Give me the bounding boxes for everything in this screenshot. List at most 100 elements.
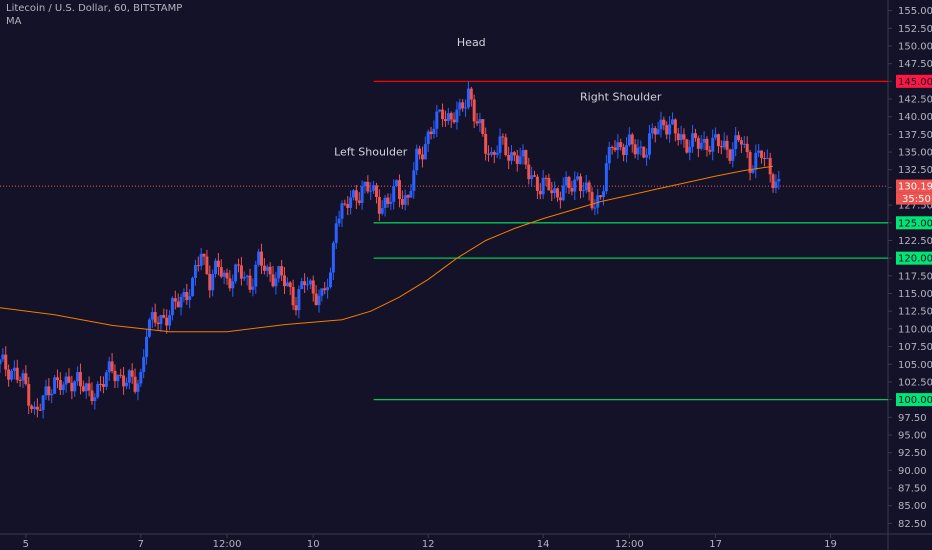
candle-body — [601, 191, 605, 198]
candle-body — [340, 203, 344, 219]
candle-body — [691, 133, 695, 147]
candle-body — [762, 158, 766, 160]
y-axis-tick-label: 137.50 — [898, 130, 932, 141]
candle-body — [737, 135, 741, 141]
candle-body — [130, 370, 134, 377]
candle-body — [170, 298, 174, 316]
candle-body — [168, 315, 172, 326]
level-price-label: 100.00 — [898, 395, 932, 406]
candle-body — [7, 369, 11, 380]
candle-body — [326, 287, 330, 291]
y-axis-tick-label: 92.50 — [898, 448, 927, 459]
candle-body — [426, 131, 430, 145]
candle-body — [389, 201, 393, 204]
candle-body — [533, 175, 537, 177]
candle-body — [214, 260, 218, 275]
candle-body — [607, 146, 611, 164]
candle-body — [32, 406, 36, 410]
candle-body — [386, 197, 390, 204]
candle-body — [530, 175, 534, 180]
candle-body — [64, 376, 68, 385]
candle-body — [231, 281, 235, 289]
candle-body — [587, 182, 591, 193]
candle-body — [489, 152, 493, 155]
candle-body — [515, 155, 519, 164]
y-axis-tick-label: 107.50 — [898, 342, 932, 353]
candle-body — [699, 142, 703, 149]
candle-body — [693, 133, 697, 139]
symbol-title: Litecoin / U.S. Dollar, 60, BITSTAMP — [6, 3, 183, 14]
candle-body — [507, 154, 511, 161]
candle-body — [242, 277, 246, 279]
candle-body — [647, 133, 651, 155]
candle-body — [303, 281, 307, 285]
candle-body — [722, 140, 726, 148]
candle-body — [561, 185, 565, 201]
candle-body — [81, 386, 85, 392]
y-axis-tick-label: 127.50 — [898, 201, 932, 212]
x-axis-tick-label: 10 — [307, 539, 320, 550]
candle-body — [257, 251, 261, 265]
candle-body — [423, 144, 427, 160]
candle-body — [668, 124, 672, 135]
candle-body — [211, 274, 215, 291]
candle-body — [739, 140, 743, 145]
candle-body — [363, 181, 367, 187]
candle-body — [441, 109, 445, 120]
y-axis-tick-label: 117.50 — [898, 271, 932, 282]
candle-body — [357, 200, 361, 203]
candle-body — [760, 150, 764, 159]
candle-body — [122, 375, 126, 387]
candle-body — [58, 380, 62, 391]
candle-body — [432, 128, 436, 135]
candle-body — [50, 393, 54, 396]
candle-body — [581, 190, 585, 192]
y-axis-tick-label: 147.50 — [898, 59, 932, 70]
candle-body — [449, 113, 453, 120]
candle-body — [627, 134, 631, 146]
ma-indicator-label[interactable]: MA — [6, 16, 22, 27]
candle-body — [317, 295, 321, 305]
candle-body — [185, 292, 189, 301]
y-axis-tick-label: 95.00 — [898, 430, 927, 441]
candle-body — [18, 379, 22, 381]
candle-body — [70, 382, 74, 392]
candle-body — [714, 134, 718, 138]
candle-body — [777, 178, 781, 182]
candle-body — [579, 176, 583, 192]
candle-body — [443, 119, 447, 122]
x-axis-tick-label: 17 — [709, 539, 722, 550]
candle-body — [268, 266, 272, 275]
y-axis-tick-label: 152.50 — [898, 24, 932, 35]
candle-body — [305, 284, 309, 286]
candle-body — [610, 146, 614, 148]
candle-body — [771, 174, 775, 189]
candle-body — [328, 272, 332, 288]
candle-body — [360, 186, 364, 203]
candle-body — [406, 195, 410, 198]
candle-body — [283, 275, 287, 287]
candle-body — [294, 305, 298, 311]
candle-body — [193, 265, 197, 278]
candle-body — [400, 199, 404, 205]
candle-body — [196, 265, 200, 267]
candle-body — [219, 266, 223, 277]
candle-body — [73, 381, 77, 392]
y-axis-tick-label: 102.50 — [898, 377, 932, 388]
candle-body — [366, 181, 370, 192]
level-price-label: 125.00 — [898, 218, 932, 229]
candle-body — [331, 242, 335, 273]
level-price-label-bg — [896, 251, 932, 265]
candle-body — [176, 301, 180, 308]
candle-body — [409, 190, 413, 198]
candle-body — [590, 192, 594, 209]
candle-body — [107, 361, 111, 373]
candle-body — [127, 370, 131, 383]
candle-body — [461, 102, 465, 109]
x-axis-tick-label: 12:00 — [213, 539, 242, 550]
candle-body — [225, 272, 229, 279]
candle-body — [99, 383, 103, 385]
candle-body — [619, 142, 623, 148]
candle-body — [78, 372, 82, 387]
